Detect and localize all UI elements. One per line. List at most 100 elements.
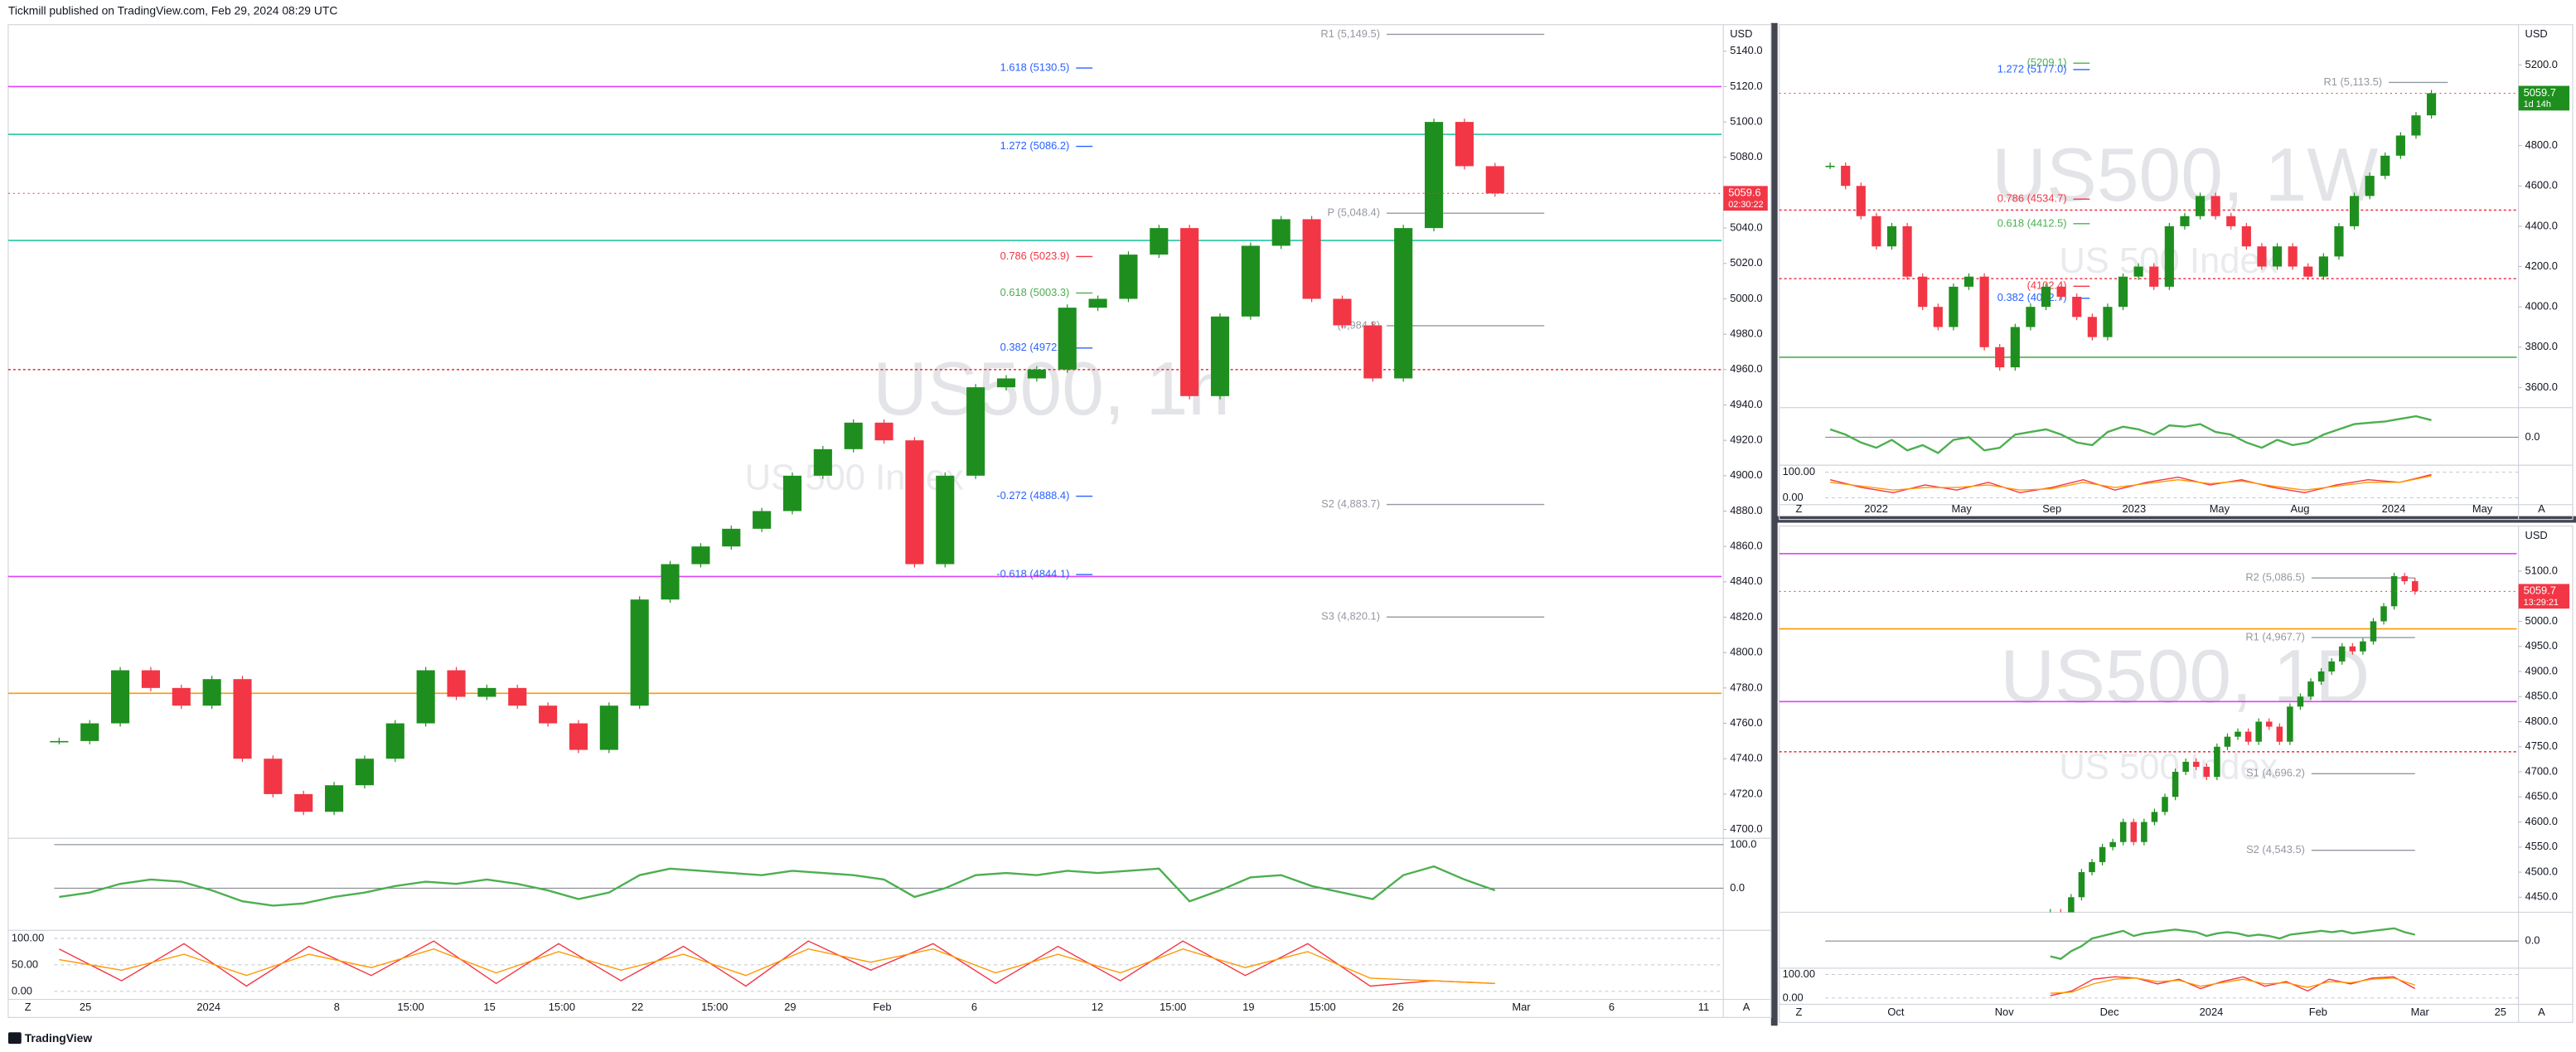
scale-button[interactable]: Z: [1796, 502, 1803, 515]
candle: [1058, 308, 1077, 370]
candle: [1027, 369, 1046, 379]
watermark-subtitle: US 500 Index: [2059, 747, 2278, 787]
panel-frame: [7, 24, 1772, 1018]
level-label: (4102.4): [2027, 279, 2067, 292]
candle: [325, 785, 344, 812]
candle: [2149, 266, 2159, 287]
watermark: US500, 1W: [1992, 133, 2378, 217]
candle: [1455, 122, 1474, 167]
level-label: 0.786 (5023.9): [1000, 250, 1070, 262]
osc-line: [1829, 414, 2432, 454]
panel-frame: [1779, 24, 2574, 521]
price-tag-time: 1d 14h: [2524, 99, 2551, 109]
candle: [477, 687, 496, 697]
candle: [1485, 166, 1504, 194]
candle: [2130, 822, 2138, 842]
candle: [2307, 681, 2314, 697]
candle: [2244, 731, 2252, 742]
y-tick-label: 3800.0: [2525, 340, 2558, 352]
watermark-subtitle: US 500 Index: [745, 458, 964, 497]
candle: [2226, 216, 2236, 226]
level-label: S1 (4,696.2): [2246, 767, 2305, 779]
x-tick-label: 15:00: [1160, 1001, 1186, 1013]
y-tick-label: 5040.0: [1730, 221, 1762, 234]
logo: [7, 1032, 22, 1045]
currency-label: USD: [1730, 27, 1752, 40]
watermark: US500, 1h: [873, 347, 1230, 431]
scale-button[interactable]: Z: [25, 1001, 31, 1013]
candle: [2411, 581, 2419, 592]
candle: [508, 687, 527, 706]
y-tick-label: 5020.0: [1730, 256, 1762, 269]
stoch-line: [59, 940, 1495, 987]
x-tick-label: 2023: [2122, 502, 2146, 515]
candle: [233, 679, 252, 759]
candle: [2235, 731, 2241, 737]
candle: [2119, 822, 2127, 842]
chart-panel: US500, 1D US 500 Index USD 5100.0 5000.0 4950…: [1779, 525, 2574, 1023]
level-label: 1.272 (5086.2): [1000, 139, 1070, 152]
x-tick-label: 2022: [1864, 502, 1888, 515]
y-tick-label: 4740.0: [1730, 752, 1762, 764]
candle: [1119, 255, 1138, 299]
currency-label: USD: [2525, 529, 2548, 541]
footer-brand: TradingView: [25, 1031, 93, 1045]
level-label: -0.618 (4844.1): [996, 568, 1069, 580]
x-tick-label: Oct: [1887, 1006, 1904, 1018]
y-tick-label: 4600.0: [2525, 179, 2558, 191]
candle: [1394, 228, 1413, 379]
candle: [2151, 812, 2158, 822]
candle: [2328, 661, 2335, 671]
x-tick-label: 22: [632, 1001, 643, 1013]
y-tick-label: 4500.0: [2525, 865, 2558, 877]
scale-button[interactable]: Z: [1796, 1006, 1803, 1018]
footer-bar: [0, 1025, 2576, 1052]
y-tick-label: 4980.0: [1730, 327, 1762, 340]
stoch-line: [1830, 475, 2432, 491]
level-label: 0.382 (4042.7): [1997, 291, 2067, 303]
y-tick-label: 4400.0: [2525, 219, 2558, 231]
y-tick-label: 4840.0: [1730, 574, 1762, 587]
candle: [1871, 216, 1881, 247]
scale-button[interactable]: A: [2538, 1006, 2545, 1018]
x-tick-label: Feb: [873, 1001, 891, 1013]
y-tick-label: 4920.0: [1730, 434, 1762, 446]
candle: [966, 387, 985, 476]
plot-area: (5209.1)1.272 (5177.0) R1 (5,113.5) 0.786 …: [1779, 56, 2517, 371]
candle: [2265, 721, 2273, 727]
x-tick-label: 15:00: [549, 1001, 575, 1013]
y-tick-label: 5100.0: [1730, 114, 1762, 127]
candle: [2164, 225, 2174, 287]
x-tick-label: 15:00: [397, 1001, 424, 1013]
candle: [874, 422, 893, 441]
candle: [2288, 246, 2298, 267]
osc-tick-label: 0.0: [1730, 881, 1745, 894]
stoch-line: [59, 948, 1495, 984]
candle: [2276, 726, 2283, 742]
candle: [1180, 228, 1199, 396]
candle: [2041, 286, 2051, 308]
x-tick-label: 11: [1698, 1001, 1709, 1013]
scale-button[interactable]: A: [1743, 1001, 1750, 1013]
candle: [2287, 706, 2293, 742]
scale-button[interactable]: A: [2538, 502, 2545, 515]
candle: [2380, 606, 2387, 622]
stoch-tick-label: 100.00: [1783, 967, 1815, 980]
x-tick-label: Dec: [2100, 1006, 2119, 1018]
candle: [691, 546, 710, 565]
osc-line: [2050, 927, 2416, 960]
x-tick-label: 25: [80, 1001, 91, 1013]
candle: [202, 679, 221, 706]
candle: [813, 448, 832, 476]
candle: [2426, 93, 2437, 116]
candle: [2360, 641, 2366, 652]
candle: [1150, 228, 1169, 255]
candle: [2056, 286, 2066, 298]
candle: [172, 687, 191, 706]
x-tick-label: 2024: [196, 1001, 220, 1013]
y-tick-label: 4900.0: [2525, 664, 2558, 676]
candle: [1995, 347, 2005, 368]
watermark: US500, 1D: [2000, 634, 2370, 719]
candle: [936, 475, 955, 565]
y-tick-label: 4200.0: [2525, 259, 2558, 272]
